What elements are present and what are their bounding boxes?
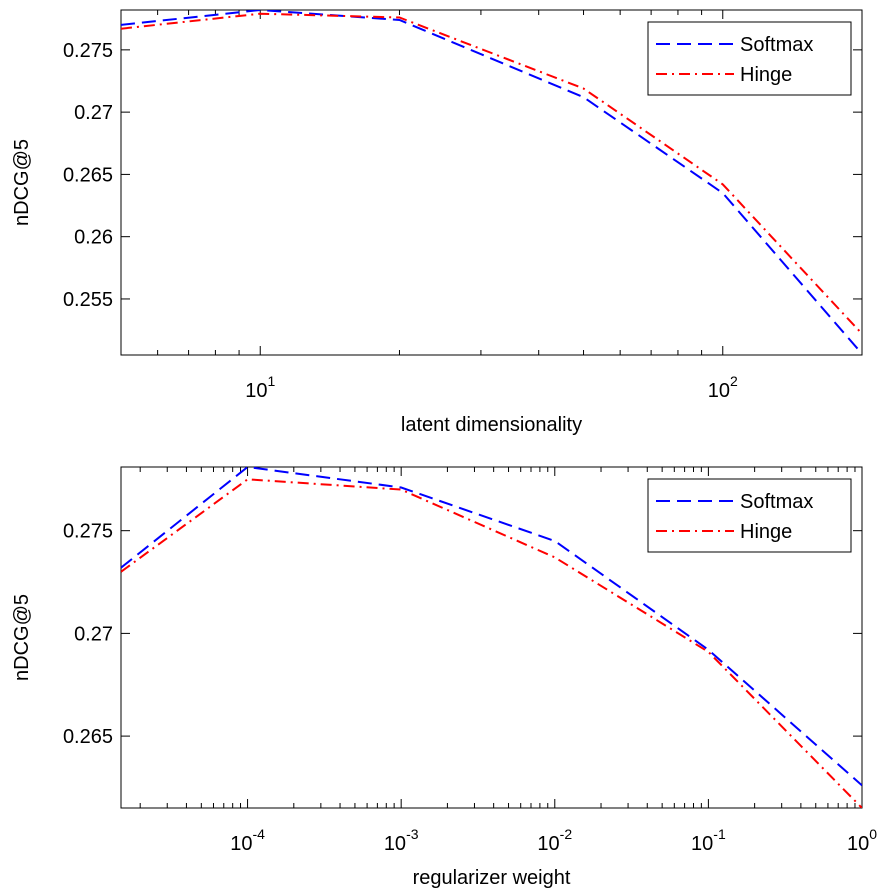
x-tick-label-exponent: -4	[252, 826, 265, 842]
y-tick-label: 0.255	[63, 289, 113, 311]
legend: Softmax Hinge	[647, 21, 852, 96]
y-tick-label: 0.27	[74, 102, 113, 124]
x-axis-label: latent dimensionality	[401, 414, 582, 436]
x-tick-label-base: 10	[384, 833, 406, 855]
y-tick-label: 0.27	[74, 623, 113, 645]
x-tick-label: 100	[847, 826, 877, 855]
x-tick-label-exponent: -1	[713, 826, 726, 842]
legend-label-softmax: Softmax	[740, 491, 813, 513]
legend-label-hinge: Hinge	[740, 521, 792, 543]
legend-box	[647, 478, 852, 553]
x-tick-label-exponent: 2	[730, 373, 738, 389]
series-line-hinge	[121, 12, 862, 335]
x-tick-label: 10-2	[537, 826, 572, 855]
y-tick-label: 0.265	[63, 164, 113, 186]
x-axis-label: regularizer weight	[413, 867, 571, 888]
x-tick-label-exponent: -2	[560, 826, 573, 842]
x-tick-label-base: 10	[230, 833, 252, 855]
y-axis-label: nDCG@5	[11, 139, 33, 226]
x-tick-label-exponent: 0	[869, 826, 877, 842]
y-axis-label: nDCG@5	[11, 594, 33, 681]
plot-area	[121, 467, 862, 808]
x-tick-label-exponent: -3	[406, 826, 419, 842]
series-line-hinge	[121, 478, 862, 808]
x-tick-label: 102	[708, 373, 738, 402]
legend-label-hinge: Hinge	[740, 64, 792, 86]
y-tick-label: 0.275	[63, 40, 113, 62]
y-tick-label: 0.265	[63, 726, 113, 748]
x-tick-label: 101	[245, 373, 275, 402]
series-line-softmax	[121, 10, 862, 355]
x-tick-label-base: 10	[691, 833, 713, 855]
legend-box	[647, 21, 852, 96]
plot-area	[121, 10, 862, 355]
x-tick-label: 10-4	[230, 826, 265, 855]
y-tick-label: 0.26	[74, 227, 113, 249]
x-tick-label: 10-1	[691, 826, 726, 855]
legend-label-softmax: Softmax	[740, 34, 813, 56]
legend: Softmax Hinge	[647, 478, 852, 553]
x-tick-label-exponent: 1	[267, 373, 275, 389]
x-tick-label-base: 10	[537, 833, 559, 855]
chart-2: 10-4 10-3 10-2 10-1 1000.2650.270.275regular…	[11, 466, 877, 889]
x-tick-label-base: 10	[708, 380, 730, 402]
y-tick-label: 0.275	[63, 521, 113, 543]
x-tick-label-base: 10	[245, 380, 267, 402]
x-tick-label-base: 10	[847, 833, 869, 855]
series-line-softmax	[121, 467, 862, 787]
x-tick-label: 10-3	[384, 826, 419, 855]
